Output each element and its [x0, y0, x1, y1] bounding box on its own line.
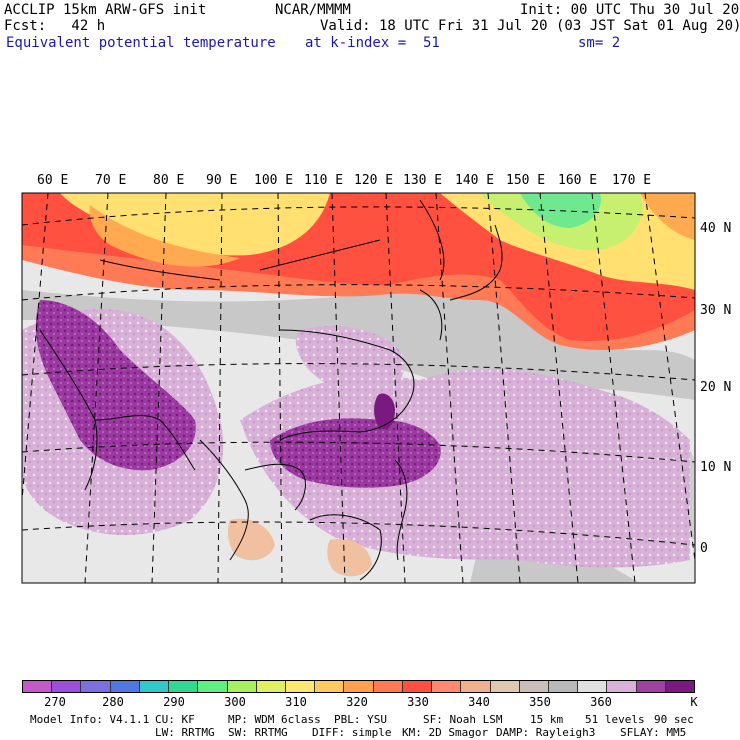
colorbar-swatch	[198, 681, 228, 692]
valid-time: Valid: 18 UTC Fri 31 Jul 20 (03 JST Sat …	[320, 18, 740, 34]
coast-borneo	[309, 514, 382, 581]
center-name: NCAR/MMMM	[275, 2, 351, 18]
coast-korea-japan	[419, 224, 503, 341]
footer-diff: DIFF: simple	[312, 726, 392, 739]
colorbar-swatch	[607, 681, 637, 692]
colorbar-swatch	[139, 681, 170, 692]
lon-label: 160 E	[558, 173, 598, 188]
purple-monsoon-west	[35, 300, 196, 471]
footer-model-info: Model Info: V4.1.1	[30, 713, 150, 726]
colorbar-swatch	[169, 681, 199, 692]
colorbar-tick: 320	[346, 695, 368, 709]
coast-india	[39, 329, 196, 491]
colorbar-swatch	[110, 681, 140, 692]
colorbar-swatch	[432, 681, 462, 692]
colorbar-swatch	[256, 681, 286, 692]
lon-label: 110 E	[304, 173, 344, 188]
footer-sw: SW: RRTMG	[228, 726, 288, 739]
colorbar-unit: K	[690, 695, 698, 709]
lon-label: 80 E	[153, 173, 185, 188]
lon-label: 60 E	[37, 173, 69, 188]
yellow-orange-band	[89, 205, 240, 267]
colorbar-swatch	[81, 681, 111, 692]
lat-label: 40 N	[700, 221, 732, 236]
lon-label: 140 E	[455, 173, 495, 188]
lat-label: 0	[700, 541, 708, 556]
smoothing: sm= 2	[578, 35, 621, 51]
colorbar-swatch	[315, 681, 345, 692]
level-index: at k-index = 51	[305, 35, 440, 51]
lon-label: 90 E	[206, 173, 238, 188]
colorbar-tick: 280	[102, 695, 124, 709]
colorbar-tick: 340	[468, 695, 490, 709]
footer-sf: SF: Noah LSM	[423, 713, 503, 726]
colorbar-swatch	[344, 681, 374, 692]
colorbar-swatch	[578, 681, 608, 692]
colorbar	[22, 680, 695, 693]
colorbar-swatch	[285, 681, 316, 692]
footer-pbl: PBL: YSU	[334, 713, 387, 726]
colorbar-tick: 350	[529, 695, 551, 709]
model-title: ACCLIP 15km ARW-GFS init	[4, 2, 207, 18]
lat-label: 10 N	[700, 460, 732, 475]
orange-east-edge	[640, 193, 695, 240]
coast-china	[279, 329, 415, 441]
footer-dt: 90 sec	[654, 713, 694, 726]
lat-20N	[22, 363, 695, 381]
lat-30N	[22, 284, 695, 301]
lilac-china	[295, 326, 404, 396]
colorbar-swatch	[548, 681, 579, 692]
init-time: Init: 00 UTC Thu 30 Jul 20	[520, 2, 740, 18]
colorbar-tick: 300	[224, 695, 246, 709]
colorbar-swatch	[636, 681, 666, 692]
lat-40N	[22, 206, 695, 226]
colorbar-swatch	[519, 681, 549, 692]
colorbar-swatch	[490, 681, 520, 692]
lon-label: 130 E	[403, 173, 443, 188]
lon-label: 150 E	[506, 173, 546, 188]
footer-cu: CU: KF	[155, 713, 195, 726]
colorbar-tick: 310	[285, 695, 307, 709]
footer-levels: 51 levels	[585, 713, 645, 726]
lat-0	[22, 521, 695, 546]
lon-label: 120 E	[354, 173, 394, 188]
colorbar-swatch	[23, 681, 53, 692]
footer-lw: LW: RRTMG	[155, 726, 215, 739]
footer-res: 15 km	[530, 713, 564, 726]
colorbar-tick: 330	[407, 695, 429, 709]
map-frame	[21, 192, 696, 584]
border-lines	[99, 199, 445, 281]
footer-km: KM: 2D Smagor	[402, 726, 489, 739]
purple-taiwan	[374, 393, 395, 430]
colorbar-tick: 290	[163, 695, 185, 709]
colorbar-tick: 270	[44, 695, 66, 709]
coast-indochina	[199, 439, 306, 561]
colorbar-swatch	[402, 681, 433, 692]
colorbar-tick: 360	[590, 695, 612, 709]
coast-philippines	[394, 459, 408, 561]
tan-patch-1	[227, 518, 275, 561]
footer-mp: MP: WDM 6class	[228, 713, 321, 726]
colorbar-swatch	[52, 681, 82, 692]
lat-label: 20 N	[700, 380, 732, 395]
footer-damp: DAMP: Rayleigh3	[496, 726, 596, 739]
lon-label: 100 E	[254, 173, 294, 188]
lat-label: 30 N	[700, 303, 732, 318]
colorbar-swatch	[665, 681, 695, 692]
colorbar-swatch	[373, 681, 403, 692]
lon-label: 70 E	[95, 173, 127, 188]
tan-patch-2	[327, 538, 372, 577]
forecast-hour: Fcst: 42 h	[4, 18, 106, 34]
lat-10N	[22, 441, 695, 463]
lon-170E	[644, 193, 695, 561]
colorbar-swatch	[461, 681, 491, 692]
colorbar-swatch	[227, 681, 257, 692]
field-name: Equivalent potential temperature	[6, 35, 276, 51]
yellow-band	[60, 193, 330, 256]
footer-sflay: SFLAY: MM5	[620, 726, 687, 739]
lon-label: 170 E	[612, 173, 652, 188]
